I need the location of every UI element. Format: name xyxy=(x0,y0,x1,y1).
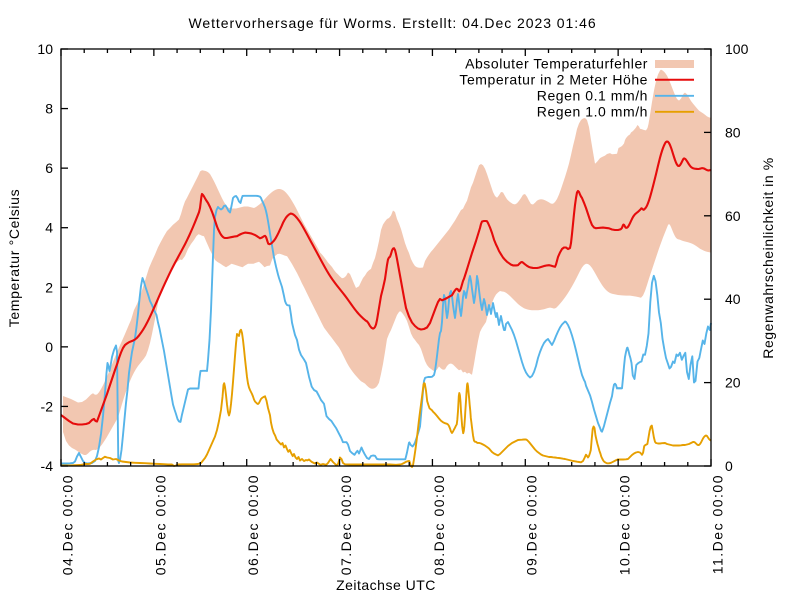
svg-text:Absoluter Temperaturfehler: Absoluter Temperaturfehler xyxy=(465,56,648,72)
svg-text:Regen 0.1 mm/h: Regen 0.1 mm/h xyxy=(537,88,648,104)
svg-text:0: 0 xyxy=(45,339,53,355)
svg-text:10: 10 xyxy=(37,41,53,57)
svg-text:07.Dec 00:00: 07.Dec 00:00 xyxy=(338,474,354,575)
svg-text:8: 8 xyxy=(45,101,53,117)
svg-text:40: 40 xyxy=(725,291,741,307)
svg-text:05.Dec 00:00: 05.Dec 00:00 xyxy=(152,474,168,575)
svg-text:4: 4 xyxy=(45,220,53,236)
svg-text:2: 2 xyxy=(45,279,53,295)
svg-text:04.Dec 00:00: 04.Dec 00:00 xyxy=(59,474,75,575)
svg-text:100: 100 xyxy=(725,41,749,57)
svg-text:09.Dec 00:00: 09.Dec 00:00 xyxy=(524,474,540,575)
svg-text:Regenwahrscheinlichkeit in %: Regenwahrscheinlichkeit in % xyxy=(760,157,776,358)
svg-text:Regen 1.0 mm/h: Regen 1.0 mm/h xyxy=(537,104,648,120)
svg-text:11.Dec 00:00: 11.Dec 00:00 xyxy=(709,474,725,574)
svg-text:20: 20 xyxy=(725,375,741,391)
svg-text:0: 0 xyxy=(725,458,733,474)
svg-text:08.Dec 00:00: 08.Dec 00:00 xyxy=(431,474,447,575)
svg-text:Zeitachse UTC: Zeitachse UTC xyxy=(336,577,436,593)
svg-text:-4: -4 xyxy=(41,458,54,474)
svg-text:60: 60 xyxy=(725,208,741,224)
svg-text:10.Dec 00:00: 10.Dec 00:00 xyxy=(617,474,633,575)
svg-text:80: 80 xyxy=(725,124,741,140)
svg-text:06.Dec 00:00: 06.Dec 00:00 xyxy=(245,474,261,575)
svg-text:Temperatur °Celsius: Temperatur °Celsius xyxy=(6,189,22,328)
svg-text:Temperatur in 2 Meter Höhe: Temperatur in 2 Meter Höhe xyxy=(459,72,648,88)
svg-text:6: 6 xyxy=(45,160,53,176)
svg-text:Wettervorhersage für Worms. Er: Wettervorhersage für Worms. Erstellt: 04… xyxy=(188,15,596,31)
svg-text:-2: -2 xyxy=(41,398,54,414)
